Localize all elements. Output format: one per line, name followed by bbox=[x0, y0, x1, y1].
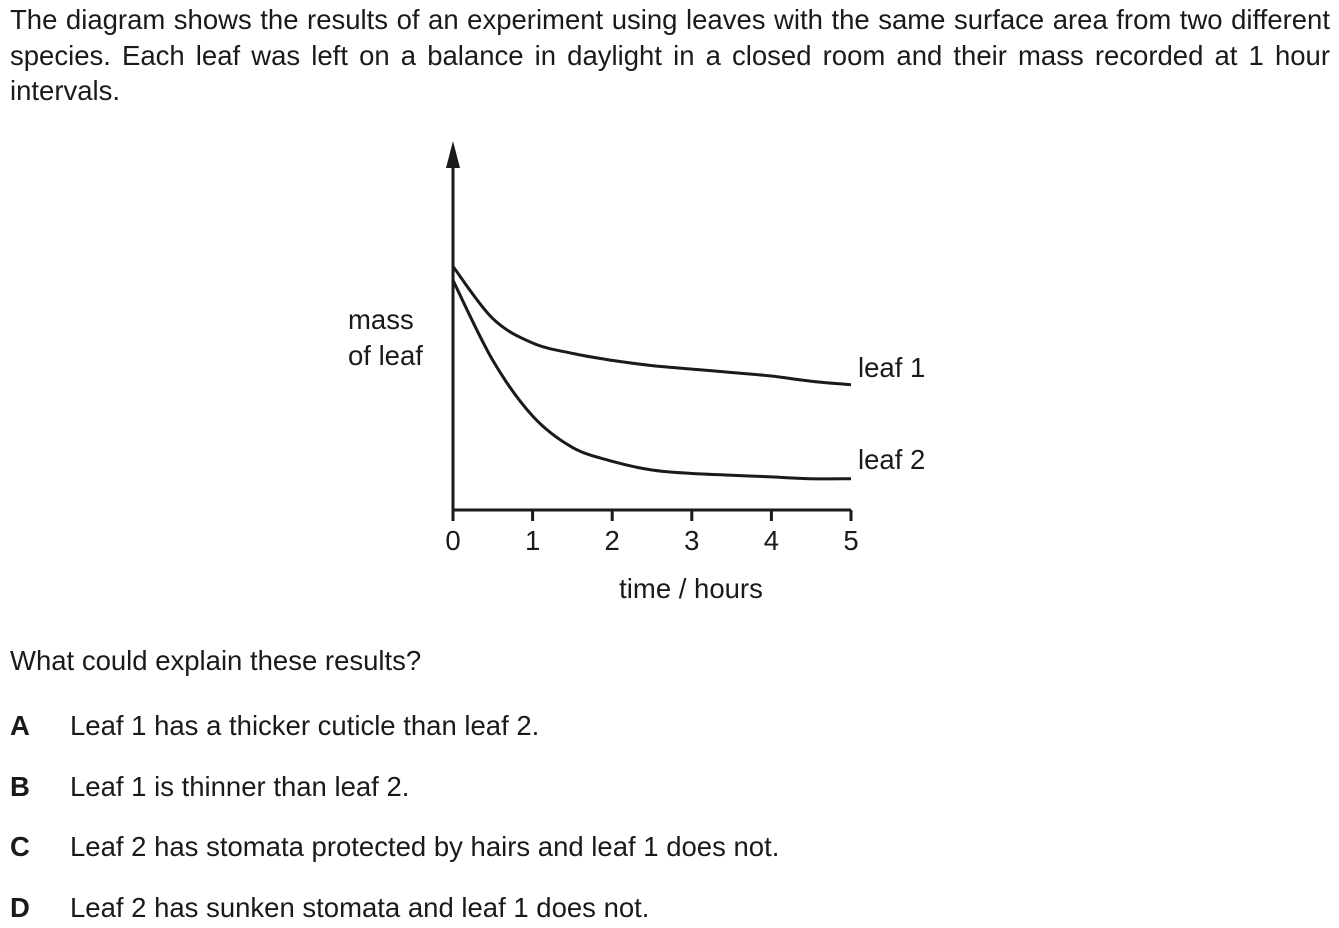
option-b-letter: B bbox=[10, 771, 30, 802]
x-tick-label-1: 1 bbox=[525, 525, 540, 556]
option-c-text: Leaf 2 has stomata protected by hairs an… bbox=[70, 831, 780, 862]
x-tick-label-0: 0 bbox=[445, 525, 460, 556]
option-d-text: Leaf 2 has sunken stomata and leaf 1 doe… bbox=[70, 892, 650, 923]
y-axis bbox=[446, 141, 460, 510]
option-b[interactable]: B Leaf 1 is thinner than leaf 2. bbox=[10, 771, 409, 803]
question-intro: The diagram shows the results of an expe… bbox=[10, 4, 1330, 106]
y-axis-label-line-2: of leaf bbox=[348, 340, 423, 371]
x-tick-label-4: 4 bbox=[764, 525, 779, 556]
x-tick-label-5: 5 bbox=[843, 525, 858, 556]
x-axis-label: time / hours bbox=[619, 573, 763, 604]
option-b-text: Leaf 1 is thinner than leaf 2. bbox=[70, 771, 410, 802]
x-ticks bbox=[451, 510, 853, 521]
option-a-text: Leaf 1 has a thicker cuticle than leaf 2… bbox=[70, 710, 540, 741]
option-a[interactable]: A Leaf 1 has a thicker cuticle than leaf … bbox=[10, 710, 539, 742]
option-a-letter: A bbox=[10, 710, 30, 741]
y-axis-arrow-icon bbox=[446, 141, 460, 168]
series-line-leaf-2 bbox=[451, 279, 852, 481]
x-tick-label-3: 3 bbox=[684, 525, 699, 556]
option-d[interactable]: D Leaf 2 has sunken stomata and leaf 1 do… bbox=[10, 892, 649, 924]
option-d-letter: D bbox=[10, 892, 30, 923]
option-c[interactable]: C Leaf 2 has stomata protected by hairs a… bbox=[10, 831, 779, 863]
x-tick-label-2: 2 bbox=[605, 525, 620, 556]
question-prompt: What could explain these results? bbox=[10, 645, 422, 676]
series-label-leaf-1: leaf 1 bbox=[858, 352, 925, 383]
option-c-letter: C bbox=[10, 831, 30, 862]
series-line-leaf-1 bbox=[451, 265, 852, 387]
x-tick-labels: 0 1 2 3 4 5 bbox=[445, 525, 858, 556]
y-axis-label-line-1: mass bbox=[348, 304, 414, 335]
series-label-leaf-2: leaf 2 bbox=[858, 444, 925, 475]
